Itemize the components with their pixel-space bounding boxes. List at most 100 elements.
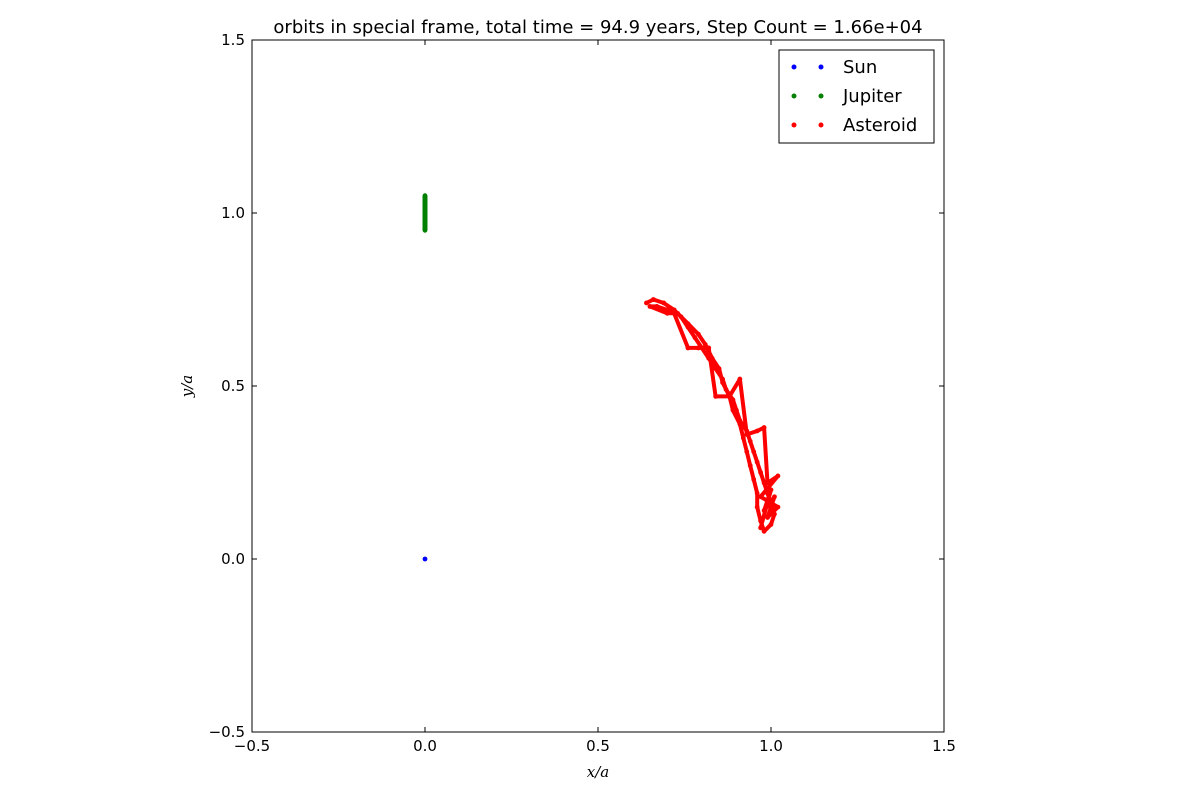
asteroid-point [754, 459, 760, 465]
asteroid-point [744, 432, 750, 437]
legend: Sun Jupiter Asteroid [778, 49, 935, 144]
asteroid-point [664, 310, 670, 316]
asteroid-point [744, 428, 750, 434]
asteroid-point [671, 307, 677, 313]
asteroid-point [720, 380, 725, 385]
asteroid-point [740, 435, 746, 441]
asteroid-point [692, 335, 698, 340]
asteroid-point [775, 473, 781, 479]
legend-label-sun: Sun [843, 57, 877, 78]
asteroid-point [713, 366, 719, 372]
asteroid-point [675, 310, 680, 316]
asteroid-point [706, 355, 712, 361]
asteroid-point [664, 307, 670, 313]
asteroid-point [768, 522, 774, 527]
asteroid-point [706, 345, 712, 351]
asteroid-point [647, 304, 653, 309]
asteroid-point [765, 515, 770, 520]
x-tick-label: −0.5 [234, 737, 270, 755]
asteroid-point [720, 376, 725, 382]
asteroid-point [758, 518, 764, 524]
asteroid-point [754, 490, 760, 496]
y-tick-label: 1.5 [221, 31, 245, 49]
asteroid-point [730, 397, 736, 403]
asteroid-point [751, 477, 757, 482]
asteroid-point [671, 310, 677, 316]
asteroid-point [754, 504, 760, 510]
asteroid-point [678, 314, 684, 320]
chart-title: orbits in special frame, total time = 94… [273, 17, 922, 38]
x-tick-label: 1.5 [932, 737, 956, 755]
asteroid-point [754, 428, 760, 434]
asteroid-point [644, 300, 649, 306]
asteroid-point [695, 345, 701, 351]
asteroid-point [765, 480, 770, 486]
y-tick-label: 0.0 [221, 550, 245, 568]
asteroid-trail [644, 297, 780, 534]
jupiter-point [422, 200, 428, 206]
asteroid-point [709, 355, 715, 361]
asteroid-point [775, 504, 781, 510]
sun-point [422, 556, 428, 562]
y-tick-label: −0.5 [209, 723, 245, 741]
y-tick-label: 0.5 [221, 377, 245, 395]
axes-frame [251, 39, 945, 733]
asteroid-point [661, 300, 667, 306]
plot-area [422, 193, 781, 562]
asteroid-point [772, 511, 777, 517]
asteroid-point [768, 487, 774, 493]
asteroid-point [727, 393, 732, 399]
asteroid-point [734, 407, 739, 413]
asteroid-point [744, 449, 750, 455]
y-tick-label: 1.0 [221, 204, 245, 222]
asteroid-point [723, 387, 729, 392]
axis-ticks: −0.5 0.0 0.5 1.0 1.5 −0.5 0.0 0.5 1.0 1.5 [209, 31, 956, 755]
asteroid-point [716, 366, 722, 372]
asteroid-point [650, 297, 656, 302]
legend-marker-sun [818, 64, 824, 70]
jupiter-point [422, 227, 428, 233]
jupiter-point [422, 214, 428, 219]
x-tick-label: 1.0 [759, 737, 783, 755]
asteroid-point [685, 324, 691, 330]
legend-label-asteroid: Asteroid [843, 115, 917, 136]
asteroid-point [737, 376, 743, 382]
legend-marker-asteroid [791, 122, 797, 128]
x-tick-label: 0.0 [413, 737, 437, 755]
asteroid-point [654, 304, 660, 309]
asteroid-point [765, 490, 770, 496]
asteroid-point [685, 321, 691, 327]
x-tick-label: 0.5 [586, 737, 610, 755]
x-axis-label: x/a [587, 763, 609, 781]
jupiter-point [422, 220, 428, 226]
legend-label-jupiter: Jupiter [842, 86, 902, 107]
asteroid-point [695, 331, 701, 337]
legend-box [778, 49, 935, 144]
asteroid-point [685, 345, 691, 351]
asteroid-point [761, 425, 767, 430]
asteroid-point [761, 480, 767, 486]
asteroid-point [751, 449, 757, 455]
asteroid-point [772, 494, 777, 500]
asteroid-point [730, 407, 736, 413]
asteroid-point [758, 525, 764, 531]
jupiter-point [422, 193, 428, 199]
asteroid-point [761, 528, 767, 534]
asteroid-point [758, 470, 764, 475]
asteroid-point [737, 418, 743, 423]
asteroid-point [768, 501, 774, 507]
legend-marker-sun [791, 64, 797, 70]
asteroid-point [702, 342, 708, 347]
y-axis-label: y/a [178, 375, 196, 398]
jupiter-point [422, 207, 428, 212]
legend-marker-jupiter [818, 93, 824, 99]
legend-marker-jupiter [791, 93, 797, 99]
asteroid-point [758, 494, 764, 500]
asteroid-point [747, 463, 753, 468]
asteroid-point [699, 345, 705, 351]
asteroid-point [713, 393, 719, 399]
legend-marker-asteroid [818, 122, 824, 128]
asteroid-point [761, 508, 767, 513]
asteroid-point [747, 438, 753, 444]
